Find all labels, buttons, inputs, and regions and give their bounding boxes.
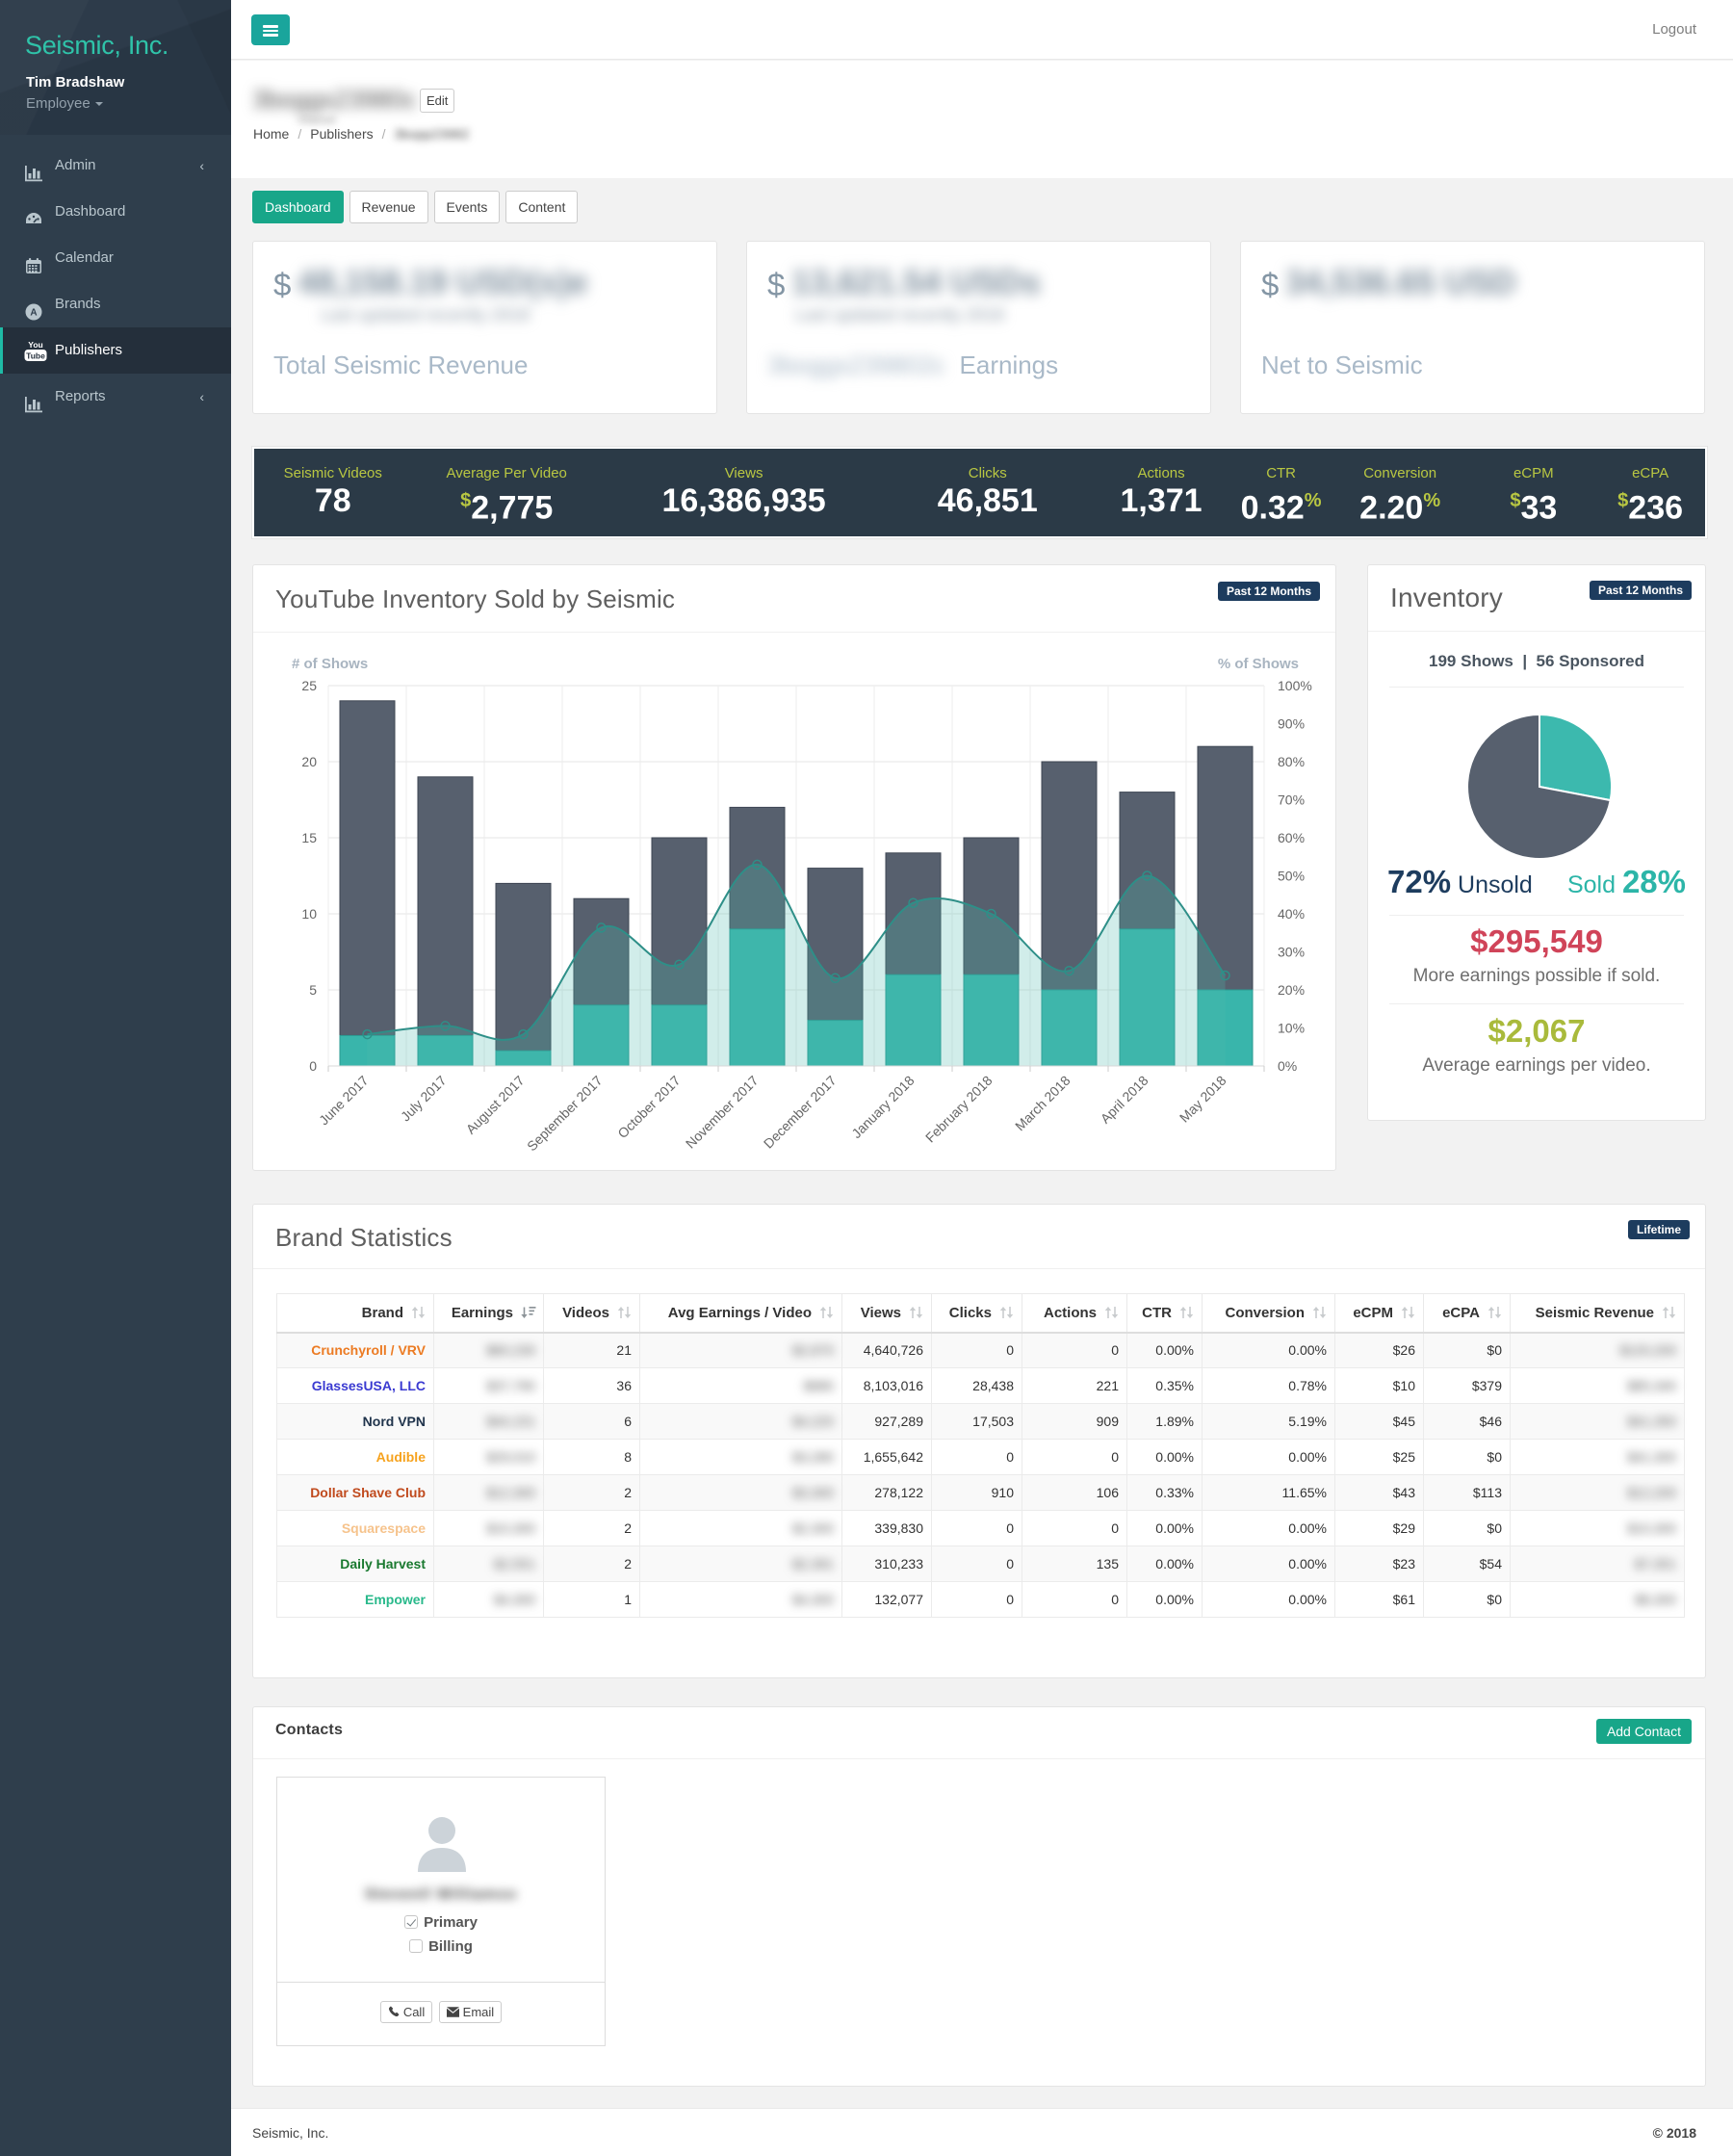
svg-text:August 2017: August 2017: [463, 1073, 528, 1137]
svg-text:January 2018: January 2018: [848, 1073, 917, 1141]
svg-text:10: 10: [301, 906, 317, 922]
svg-text:April 2018: April 2018: [1098, 1073, 1151, 1127]
svg-text:20: 20: [301, 754, 317, 769]
svg-text:30%: 30%: [1278, 945, 1305, 960]
svg-text:50%: 50%: [1278, 869, 1305, 884]
svg-text:May 2018: May 2018: [1177, 1073, 1229, 1126]
svg-text:10%: 10%: [1278, 1021, 1305, 1036]
svg-text:# of Shows: # of Shows: [292, 656, 368, 672]
svg-text:80%: 80%: [1278, 754, 1305, 769]
svg-text:June 2017: June 2017: [316, 1073, 372, 1129]
svg-text:July 2017: July 2017: [398, 1073, 450, 1125]
svg-text:100%: 100%: [1278, 678, 1312, 693]
svg-text:A: A: [30, 308, 37, 319]
svg-text:September 2017: September 2017: [524, 1073, 606, 1155]
svg-text:20%: 20%: [1278, 982, 1305, 998]
svg-text:Tube: Tube: [26, 351, 45, 361]
svg-text:You: You: [28, 340, 42, 350]
svg-text:December 2017: December 2017: [761, 1073, 840, 1152]
svg-text:15: 15: [301, 830, 317, 845]
svg-text:February 2018: February 2018: [922, 1073, 996, 1146]
svg-text:March 2018: March 2018: [1012, 1073, 1073, 1134]
svg-text:% of Shows: % of Shows: [1218, 656, 1299, 672]
svg-text:40%: 40%: [1278, 906, 1305, 922]
svg-text:5: 5: [309, 982, 317, 998]
svg-text:October 2017: October 2017: [614, 1073, 683, 1141]
svg-text:0%: 0%: [1278, 1058, 1297, 1074]
svg-text:25: 25: [301, 678, 317, 693]
svg-text:90%: 90%: [1278, 716, 1305, 732]
svg-text:70%: 70%: [1278, 792, 1305, 808]
svg-text:60%: 60%: [1278, 830, 1305, 845]
svg-text:November 2017: November 2017: [683, 1073, 762, 1152]
svg-text:0: 0: [309, 1058, 317, 1074]
